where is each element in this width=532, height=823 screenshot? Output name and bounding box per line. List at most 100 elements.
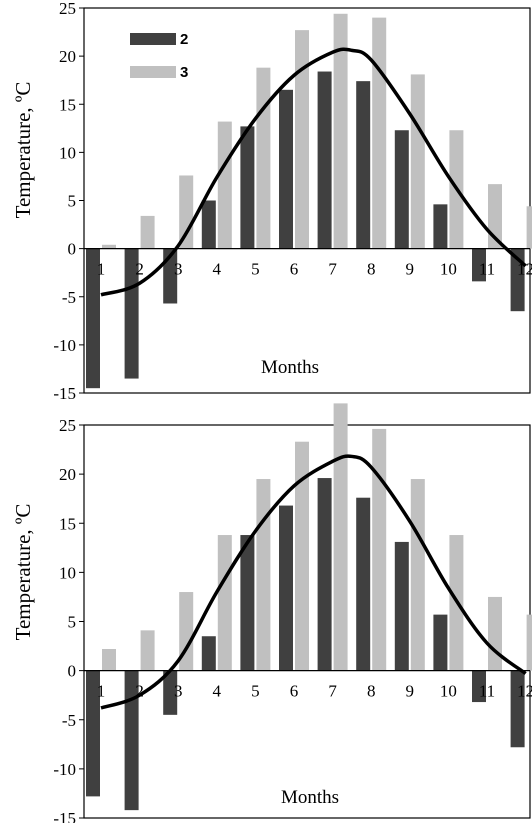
- y-axis-title: Temperature, ºC: [11, 504, 35, 641]
- bar-series-2-month-3: [163, 670, 178, 715]
- legend-swatch-2: [130, 33, 176, 45]
- x-tick-label: 6: [290, 682, 299, 701]
- x-tick-label: 8: [367, 260, 376, 279]
- curve-layer: [100, 47, 527, 297]
- x-tick-label: 5: [251, 260, 260, 279]
- curve-layer: [100, 454, 527, 710]
- x-tick-label: 4: [213, 260, 222, 279]
- y-tick-label: 0: [68, 662, 77, 681]
- legend-swatch-3: [130, 66, 176, 78]
- x-tick-label: 10: [440, 260, 457, 279]
- bar-series-2-month-8: [356, 81, 371, 249]
- y-tick-label: -5: [62, 288, 76, 307]
- bar-series-3-month-7: [333, 13, 348, 249]
- legend-label-3: 3: [180, 64, 188, 81]
- y-axis-title: Temperature, ºC: [11, 82, 35, 219]
- bar-series-2-month-4: [201, 636, 216, 671]
- bar-series-2-month-1: [86, 670, 100, 797]
- bar-series-2-month-2: [124, 248, 139, 379]
- x-tick-label: 10: [440, 682, 457, 701]
- x-axis-title: Months: [261, 357, 319, 378]
- bar-series-3-month-9: [410, 479, 425, 671]
- bar-series-2-month-11: [472, 670, 486, 703]
- x-tick-label: 9: [406, 682, 415, 701]
- bar-series-3-month-2: [140, 630, 155, 671]
- bar-series-3-month-4: [217, 121, 232, 249]
- x-tick-label: 6: [290, 260, 299, 279]
- bar-series-3-month-12: [526, 614, 532, 671]
- bar-series-2-month-5: [240, 126, 255, 249]
- trend-curve: [100, 47, 527, 297]
- bar-series-3-month-12: [526, 206, 532, 249]
- legend-label-2: 2: [180, 31, 188, 48]
- y-tick-label: 25: [59, 416, 76, 435]
- bar-series-2-month-6: [279, 505, 293, 671]
- y-tick-label: 15: [59, 514, 76, 533]
- y-tick-label: 5: [68, 192, 77, 211]
- bar-series-2-month-6: [279, 89, 293, 249]
- x-tick-label: 3: [174, 682, 183, 701]
- bar-series-3-month-1: [102, 244, 116, 249]
- y-tick-label: 20: [59, 465, 76, 484]
- y-tick-label: -15: [53, 384, 76, 403]
- y-tick-label: 0: [68, 240, 77, 259]
- bar-series-3-month-7: [333, 403, 348, 671]
- bar-series-2-month-4: [201, 200, 216, 249]
- bar-group: [86, 403, 532, 811]
- y-tick-label: 20: [59, 47, 76, 66]
- y-tick-label: 10: [59, 143, 76, 162]
- bar-series-2-month-10: [433, 204, 448, 249]
- bar-series-3-month-6: [295, 441, 309, 671]
- legend: 2 3: [130, 31, 188, 81]
- bar-series-3-month-3: [179, 175, 194, 249]
- x-tick-label: 9: [406, 260, 415, 279]
- x-tick-label: 2: [135, 260, 144, 279]
- x-tick-label: 12: [517, 260, 532, 279]
- x-tick-group: 1 2 3 4 5 6 7 8 9 10 11 12: [97, 682, 532, 701]
- bar-series-2-month-1: [86, 248, 100, 389]
- bar-series-2-month-7: [317, 478, 332, 671]
- bar-series-2-month-5: [240, 535, 255, 671]
- x-tick-label: 11: [479, 682, 495, 701]
- bar-series-3-month-5: [256, 479, 271, 671]
- x-axis-title: Months: [281, 787, 339, 808]
- y-tick-label: -10: [53, 336, 76, 355]
- bar-series-2-month-10: [433, 614, 448, 671]
- bar-series-3-month-9: [410, 74, 425, 249]
- x-tick-label: 2: [135, 682, 144, 701]
- y-tick-label: 5: [68, 613, 77, 632]
- x-tick-label: 4: [213, 682, 222, 701]
- x-tick-label: 1: [97, 260, 106, 279]
- bar-series-3-month-1: [102, 649, 116, 671]
- x-tick-label: 3: [174, 260, 183, 279]
- x-tick-label: 5: [251, 682, 260, 701]
- y-tick-label: -15: [53, 809, 76, 823]
- x-tick-label: 8: [367, 682, 376, 701]
- y-tick-label: -5: [62, 711, 76, 730]
- x-tick-label: 11: [479, 260, 495, 279]
- bar-series-2-month-8: [356, 497, 371, 671]
- x-tick-label: 12: [517, 682, 532, 701]
- y-tick-label: 10: [59, 563, 76, 582]
- x-tick-label: 7: [328, 260, 337, 279]
- y-tick-label: -10: [53, 760, 76, 779]
- bar-series-2-month-12: [510, 248, 525, 312]
- bar-series-3-month-6: [295, 30, 309, 249]
- x-tick-label: 1: [97, 682, 106, 701]
- y-tick-label: 15: [59, 95, 76, 114]
- bar-series-3-month-11: [488, 596, 502, 671]
- trend-curve: [100, 454, 527, 710]
- bar-series-3-month-2: [140, 215, 155, 249]
- bar-series-2-month-9: [394, 130, 409, 249]
- bar-series-3-month-4: [217, 535, 232, 671]
- y-tick-group: 25 20 15 10 5 0 -5 -10 -15: [53, 416, 84, 823]
- x-tick-group: 1 2 3 4 5 6 7 8 9 10 11 12: [97, 260, 532, 279]
- bar-series-3-month-5: [256, 67, 271, 249]
- bar-series-2-month-11: [472, 248, 486, 282]
- y-tick-label: 25: [59, 0, 76, 18]
- bar-series-2-month-12: [510, 670, 525, 748]
- bar-series-3-month-8: [372, 428, 387, 671]
